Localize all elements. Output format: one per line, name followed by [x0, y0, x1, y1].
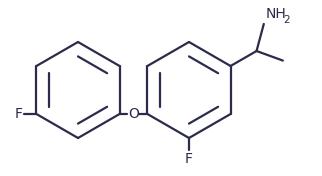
Text: F: F [14, 107, 23, 121]
Text: 2: 2 [283, 15, 289, 25]
Text: F: F [185, 152, 193, 166]
Text: O: O [128, 107, 139, 121]
Text: NH: NH [266, 7, 287, 21]
